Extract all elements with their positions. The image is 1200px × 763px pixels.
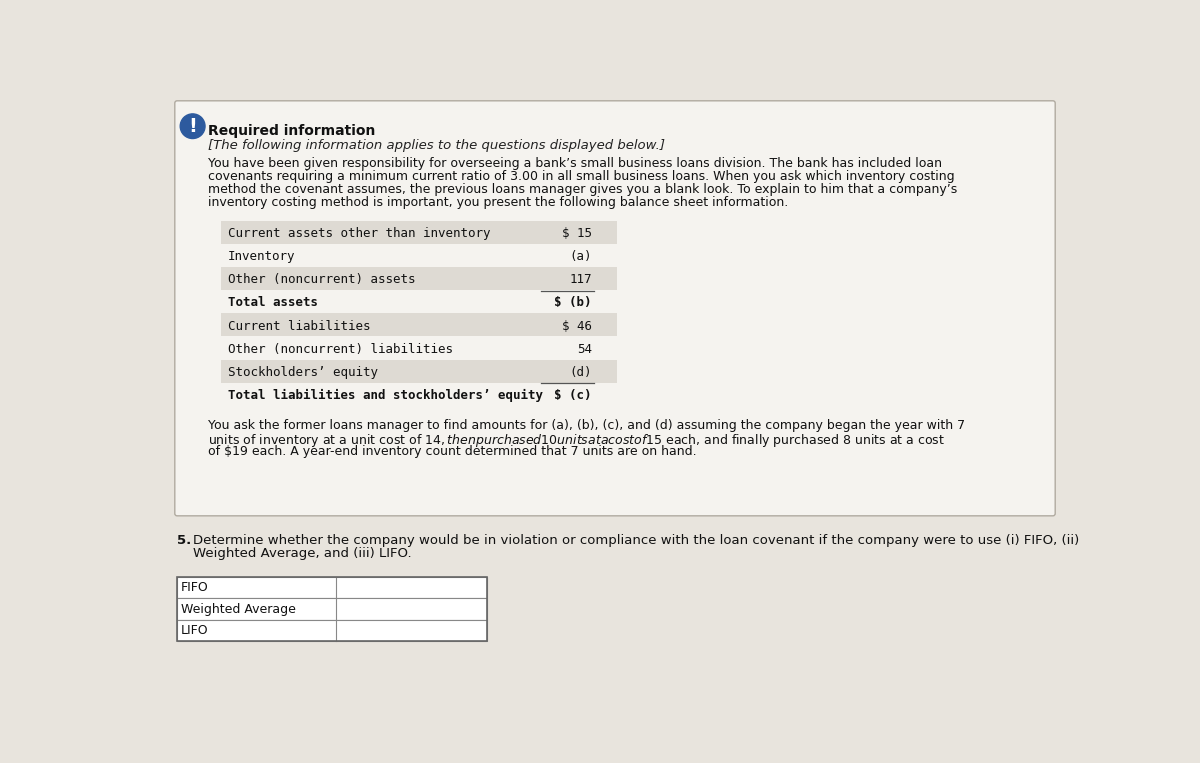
Text: Other (noncurrent) liabilities: Other (noncurrent) liabilities xyxy=(228,343,452,356)
Circle shape xyxy=(180,114,205,139)
Text: $ 46: $ 46 xyxy=(562,320,592,333)
Text: Inventory: Inventory xyxy=(228,250,295,263)
Bar xyxy=(221,314,617,336)
Text: units of inventory at a unit cost of $14, then purchased 10 units at a cost of $: units of inventory at a unit cost of $14… xyxy=(208,432,946,449)
Text: LIFO: LIFO xyxy=(181,624,209,637)
Bar xyxy=(221,267,617,290)
Text: Total assets: Total assets xyxy=(228,296,318,310)
Bar xyxy=(178,577,487,642)
FancyBboxPatch shape xyxy=(175,101,1055,516)
Text: Weighted Average, and (iii) LIFO.: Weighted Average, and (iii) LIFO. xyxy=(193,547,412,560)
Bar xyxy=(178,577,487,598)
Text: (a): (a) xyxy=(569,250,592,263)
Bar xyxy=(221,221,617,244)
Text: Determine whether the company would be in violation or compliance with the loan : Determine whether the company would be i… xyxy=(193,534,1079,547)
Text: Total liabilities and stockholders’ equity: Total liabilities and stockholders’ equi… xyxy=(228,389,542,402)
Text: [The following information applies to the questions displayed below.]: [The following information applies to th… xyxy=(208,140,665,153)
Text: 5.: 5. xyxy=(178,534,191,547)
Text: Weighted Average: Weighted Average xyxy=(181,603,296,616)
Text: Other (noncurrent) assets: Other (noncurrent) assets xyxy=(228,273,415,286)
Text: Stockholders’ equity: Stockholders’ equity xyxy=(228,365,378,378)
Text: covenants requiring a minimum current ratio of 3.00 in all small business loans.: covenants requiring a minimum current ra… xyxy=(208,170,955,183)
Text: !: ! xyxy=(188,117,197,136)
Text: FIFO: FIFO xyxy=(181,581,209,594)
Text: inventory costing method is important, you present the following balance sheet i: inventory costing method is important, y… xyxy=(208,196,788,209)
Bar xyxy=(178,620,487,642)
Text: $ 15: $ 15 xyxy=(562,227,592,240)
Text: of $19 each. A year-end inventory count determined that 7 units are on hand.: of $19 each. A year-end inventory count … xyxy=(208,445,697,458)
Text: You have been given responsibility for overseeing a bank’s small business loans : You have been given responsibility for o… xyxy=(208,157,942,170)
Text: Current assets other than inventory: Current assets other than inventory xyxy=(228,227,490,240)
Text: You ask the former loans manager to find amounts for (a), (b), (c), and (d) assu: You ask the former loans manager to find… xyxy=(208,419,965,432)
Text: 54: 54 xyxy=(577,343,592,356)
Bar xyxy=(221,359,617,382)
Text: Required information: Required information xyxy=(208,124,376,138)
Text: (d): (d) xyxy=(569,365,592,378)
Bar xyxy=(178,598,487,620)
Text: Current liabilities: Current liabilities xyxy=(228,320,370,333)
Text: $ (b): $ (b) xyxy=(554,296,592,310)
Text: method the covenant assumes, the previous loans manager gives you a blank look. : method the covenant assumes, the previou… xyxy=(208,183,958,196)
Text: 117: 117 xyxy=(569,273,592,286)
Text: $ (c): $ (c) xyxy=(554,389,592,402)
